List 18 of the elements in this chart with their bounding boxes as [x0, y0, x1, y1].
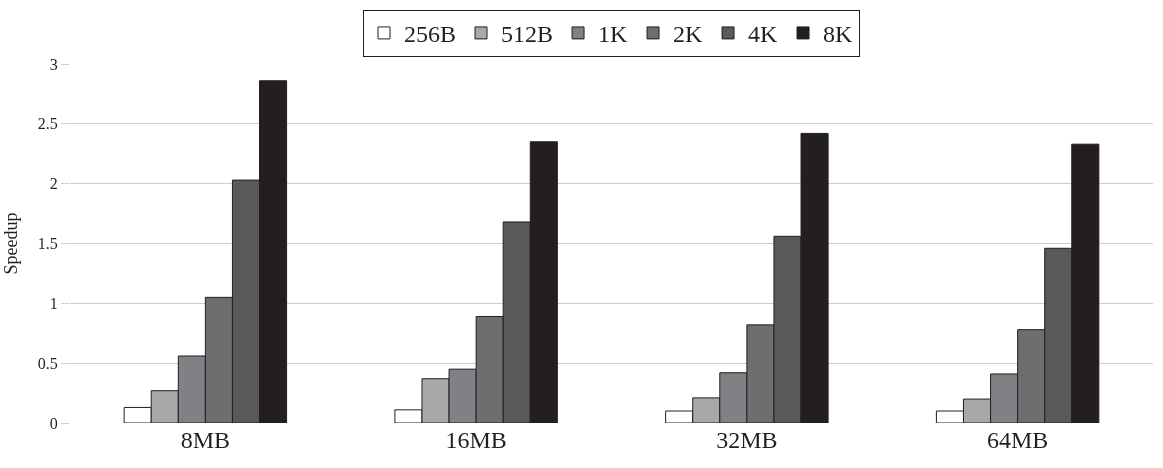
y-tick-label: 0.5 [37, 354, 58, 372]
x-tick-label: 16MB [445, 427, 507, 453]
x-tick-label: 64MB [986, 427, 1049, 453]
x-tick-label: 32MB [716, 427, 778, 453]
x-tick-label: 8MB [180, 427, 231, 453]
legend-label: 8K [823, 21, 854, 48]
y-tick-label: 2.5 [37, 115, 58, 133]
y-tick-label: 3 [49, 55, 58, 73]
y-axis-title: Speedup [1, 212, 21, 275]
y-tick-label: 1.5 [37, 235, 58, 253]
legend-label: 1K [598, 21, 629, 48]
legend-label: 256B [404, 21, 457, 48]
y-tick-label: 0 [49, 414, 58, 432]
legend-label: 4K [748, 21, 779, 48]
y-tick-label: 2 [49, 175, 58, 193]
legend-label: 2K [673, 21, 704, 48]
legend-label: 512B [501, 21, 554, 48]
y-tick-label: 1 [49, 294, 58, 312]
